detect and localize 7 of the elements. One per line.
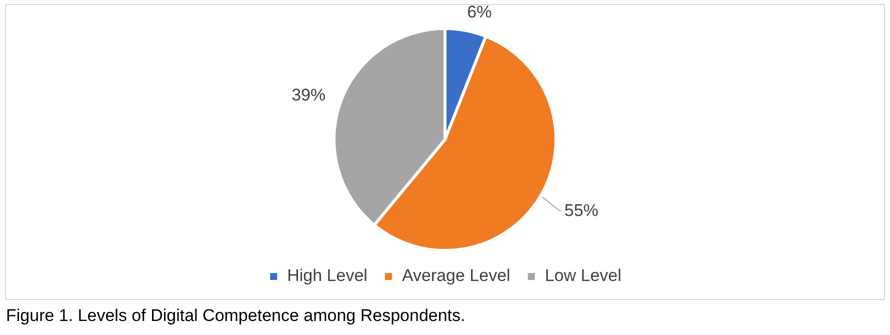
legend-label: Low Level <box>544 266 622 286</box>
legend-label: High Level <box>287 266 368 286</box>
legend-label: Average Level <box>402 266 510 286</box>
caption: Figure 1. Levels of Digital Competence among Respondents. <box>6 306 466 326</box>
data-label: 39% <box>292 85 326 104</box>
data-label: 55% <box>564 200 598 220</box>
data-label: 6% <box>467 2 492 22</box>
